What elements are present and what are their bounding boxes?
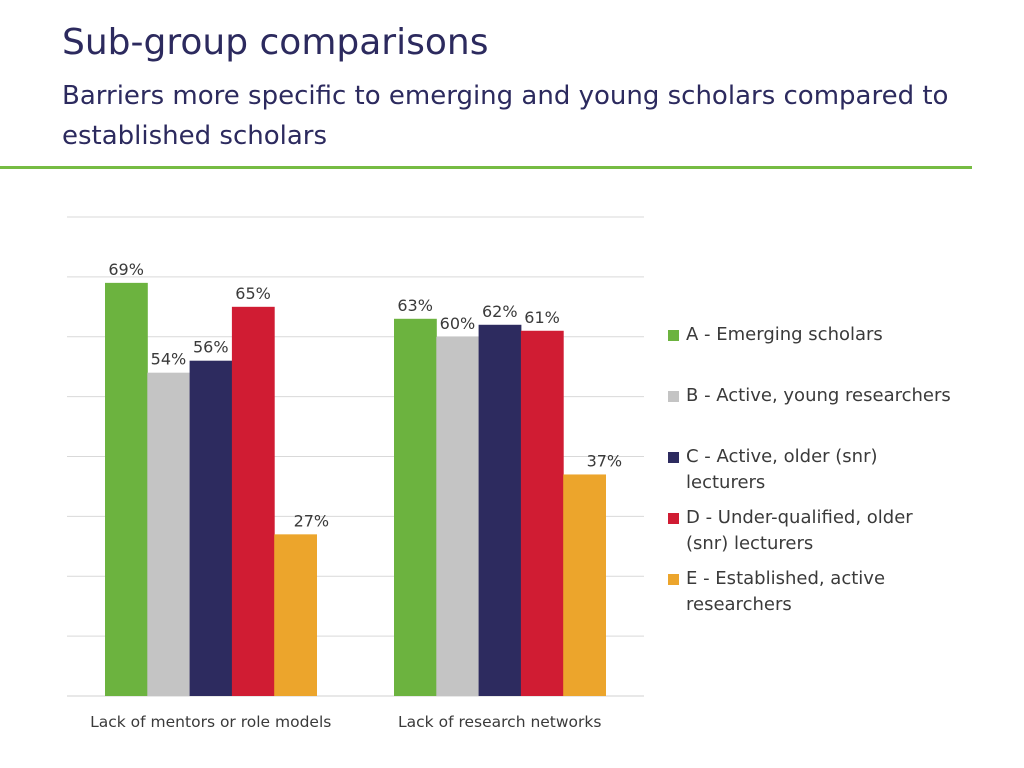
bar-1-a (105, 282, 148, 696)
legend-label: B - Active, young researchers (686, 385, 951, 406)
bar-2-a (394, 318, 437, 696)
legend-swatch (668, 391, 679, 402)
data-label: 27% (294, 511, 330, 530)
bar-1-b (147, 372, 191, 696)
legend-swatch (668, 452, 679, 463)
data-label: 56% (193, 338, 229, 357)
data-label: 60% (440, 314, 476, 333)
data-label: 61% (524, 308, 560, 327)
slide-subtitle: Barriers more specific to emerging and y… (62, 81, 949, 151)
bar-2-c (478, 324, 522, 696)
data-label: 37% (587, 451, 623, 470)
category-label: Lack of mentors or role models (90, 713, 331, 731)
legend-item: D - Under-qualified, older (snr) lecture… (668, 505, 968, 557)
legend-swatch (668, 513, 679, 524)
category-label: Lack of research networks (398, 713, 601, 731)
legend-label: E - Established, active researchers (686, 568, 886, 615)
bar-1-c (189, 360, 233, 696)
bar-1-e (274, 534, 317, 696)
legend-swatch (668, 330, 679, 341)
legend-item: B - Active, young researchers (668, 383, 968, 409)
bar-2-b (436, 336, 480, 696)
data-label: 63% (397, 296, 433, 315)
bar-2-e (563, 474, 606, 696)
bar-1-d (231, 306, 275, 696)
bars (105, 282, 606, 696)
legend-swatch (668, 574, 679, 585)
title-divider (0, 166, 972, 169)
category-labels: Lack of mentors or role models Lack of re… (90, 713, 601, 731)
data-labels: 69% 54% 56% 65% 27% 63% 60% 62% 61% 37% (108, 260, 622, 530)
data-label: 65% (235, 284, 271, 303)
data-label: 54% (151, 350, 187, 369)
data-label: 69% (108, 260, 144, 279)
legend-item: E - Established, active researchers (668, 566, 968, 618)
legend-item: A - Emerging scholars (668, 322, 968, 348)
legend-label: D - Under-qualified, older (snr) lecture… (686, 507, 913, 554)
legend-item: C - Active, older (snr) lecturers (668, 444, 968, 496)
data-label: 62% (482, 302, 518, 321)
legend-label: A - Emerging scholars (686, 324, 883, 345)
legend-label: C - Active, older (snr) lecturers (686, 446, 878, 493)
bar-2-d (520, 330, 564, 696)
slide-title: Sub-group comparisons (62, 22, 489, 63)
